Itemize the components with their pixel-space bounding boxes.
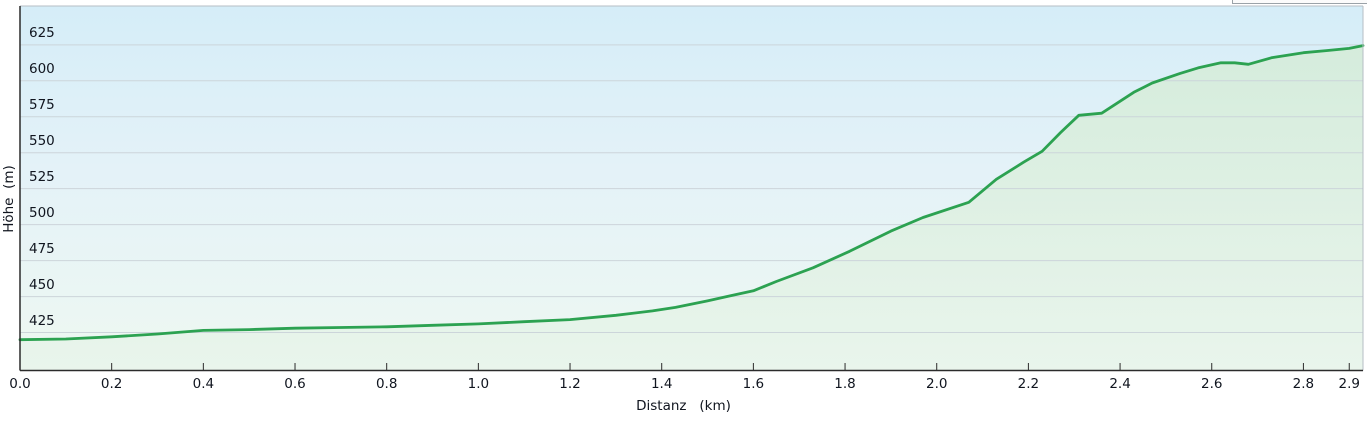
x-tick-label: 2.8 bbox=[1292, 375, 1315, 392]
x-tick-label: 0.8 bbox=[375, 375, 398, 392]
y-tick-label: 500 bbox=[29, 204, 55, 221]
x-tick-label: 0.6 bbox=[284, 375, 306, 392]
y-axis-title: Höhe (m) bbox=[1, 165, 17, 233]
x-tick-label: 2.6 bbox=[1200, 375, 1223, 392]
x-tick-label: 1.6 bbox=[742, 375, 765, 392]
elevation-area-fill bbox=[20, 45, 1363, 371]
x-tick-label: 1.2 bbox=[559, 375, 581, 392]
x-tick-label: 0.0 bbox=[9, 375, 31, 392]
x-tick-label: 2.0 bbox=[925, 375, 948, 392]
x-tick-label: 2.2 bbox=[1017, 375, 1040, 392]
x-axis-title: Distanz (km) bbox=[636, 398, 731, 414]
y-tick-label: 550 bbox=[29, 132, 55, 149]
elevation-line bbox=[18, 44, 1365, 342]
y-tick-label: 575 bbox=[29, 96, 55, 113]
y-tick-label: 450 bbox=[29, 276, 55, 293]
y-tick-label: 600 bbox=[29, 60, 55, 77]
x-tick-label: 2.4 bbox=[1109, 375, 1131, 392]
y-tick-label: 525 bbox=[29, 168, 55, 185]
x-tick-label: 1.8 bbox=[834, 375, 856, 392]
cutoff-panel-edge bbox=[1232, 0, 1367, 4]
x-tick-label: 1.0 bbox=[467, 375, 490, 392]
x-tick-label: 0.2 bbox=[100, 375, 123, 392]
x-tick-label: 0.4 bbox=[192, 375, 215, 392]
x-tick-label: 2.9 bbox=[1338, 375, 1360, 392]
y-tick-label: 475 bbox=[29, 240, 55, 257]
x-tick-label: 1.4 bbox=[650, 375, 673, 392]
y-tick-label: 425 bbox=[29, 312, 55, 329]
y-tick-label: 625 bbox=[29, 24, 55, 41]
